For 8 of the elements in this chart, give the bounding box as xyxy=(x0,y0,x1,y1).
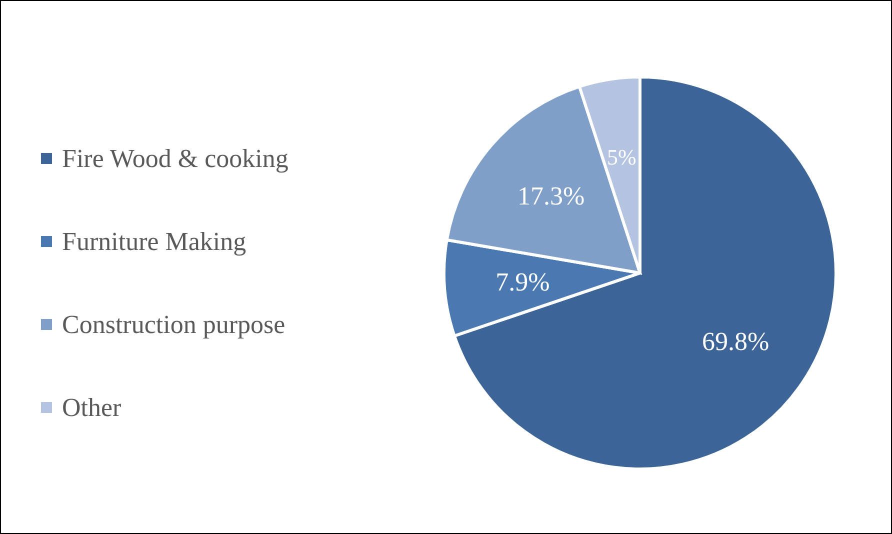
data-label: 7.9% xyxy=(496,268,550,297)
legend-label: Fire Wood & cooking xyxy=(62,144,288,174)
legend-label: Other xyxy=(62,392,122,422)
legend-label: Construction purpose xyxy=(62,310,286,340)
data-label: 17.3% xyxy=(517,182,585,211)
data-label: 5% xyxy=(606,144,636,170)
data-label: 69.8% xyxy=(702,327,770,356)
legend-label: Furniture Making xyxy=(62,226,246,256)
